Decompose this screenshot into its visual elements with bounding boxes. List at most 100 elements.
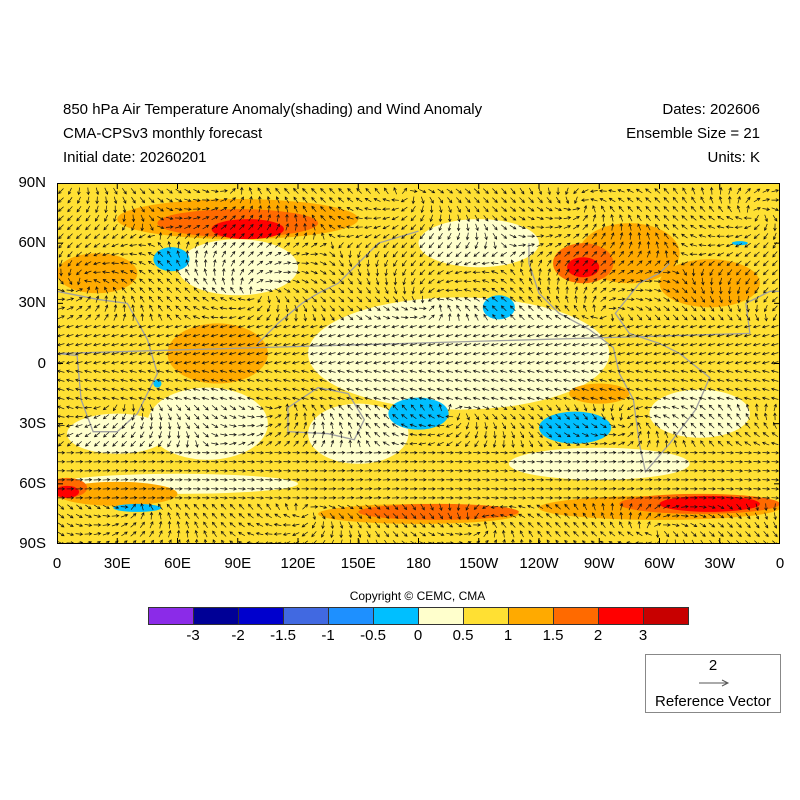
wind-vector xyxy=(391,450,400,455)
wind-vector xyxy=(366,268,371,277)
wind-vector xyxy=(139,530,146,537)
wind-vector xyxy=(644,369,652,373)
wind-vector xyxy=(86,187,90,196)
wind-vector xyxy=(112,286,118,294)
wind-vector xyxy=(637,503,642,510)
wind-vector xyxy=(293,431,299,438)
wind-vector xyxy=(734,352,743,356)
wind-vector xyxy=(599,487,608,491)
reference-magnitude: 2 xyxy=(708,657,718,674)
wind-vector xyxy=(500,287,507,293)
wind-vector xyxy=(111,514,120,518)
wind-vector xyxy=(75,441,82,447)
wind-vector xyxy=(725,225,734,229)
wind-vector xyxy=(193,198,201,202)
wind-vector xyxy=(411,286,416,295)
wind-vector xyxy=(508,361,517,365)
wind-vector xyxy=(274,270,283,274)
wind-vector xyxy=(375,530,380,538)
wind-vector xyxy=(581,396,589,401)
wind-vector xyxy=(546,259,552,267)
wind-vector xyxy=(391,343,399,347)
wind-vector xyxy=(328,487,337,491)
wind-vector xyxy=(247,522,255,527)
wind-vector xyxy=(257,233,263,239)
wind-vector xyxy=(582,521,588,528)
wind-vector xyxy=(753,269,760,276)
wind-vector xyxy=(510,188,516,195)
wind-vector xyxy=(337,396,345,401)
wind-vector xyxy=(102,531,111,536)
wind-vector xyxy=(84,387,92,392)
wind-vector xyxy=(131,223,136,232)
wind-vector xyxy=(481,343,490,347)
lon-tick-label: 0 xyxy=(52,555,62,572)
wind-vector xyxy=(553,396,562,401)
wind-vector xyxy=(93,514,102,518)
wind-vector xyxy=(518,451,527,455)
wind-vector xyxy=(355,459,364,464)
wind-vector xyxy=(238,478,246,482)
wind-vector xyxy=(626,324,634,329)
wind-vector xyxy=(734,369,743,373)
wind-vector xyxy=(122,214,126,223)
wind-vector xyxy=(474,197,480,204)
wind-vector xyxy=(465,214,470,222)
wind-vector xyxy=(211,423,219,428)
wind-vector xyxy=(175,460,183,464)
wind-vector xyxy=(771,469,780,473)
wind-vector xyxy=(131,214,136,223)
wind-vector xyxy=(501,413,507,420)
wind-vector xyxy=(247,451,256,455)
wind-vector xyxy=(716,396,725,401)
wind-vector xyxy=(708,487,716,491)
wind-vector xyxy=(131,540,137,544)
lat-tick-label: 60S xyxy=(19,474,46,492)
wind-vector xyxy=(284,422,290,429)
wind-vector xyxy=(338,260,344,267)
wind-vector xyxy=(401,215,408,221)
wind-vector xyxy=(129,396,137,401)
wind-vector xyxy=(228,333,237,338)
ensemble-size: Ensemble Size = 21 xyxy=(626,125,760,142)
wind-vector xyxy=(744,431,751,438)
wind-vector xyxy=(535,333,544,338)
wind-vector xyxy=(255,387,264,392)
wind-vector xyxy=(167,511,172,520)
wind-vector xyxy=(572,487,581,491)
wind-vector xyxy=(707,324,716,329)
wind-vector xyxy=(465,503,470,511)
wind-vector xyxy=(57,531,65,537)
wind-vector xyxy=(131,196,136,204)
wind-vector xyxy=(635,333,643,338)
wind-vector xyxy=(174,352,182,356)
wind-vector xyxy=(590,459,599,464)
wind-vector xyxy=(156,378,164,382)
wind-vector xyxy=(166,278,173,285)
wind-vector xyxy=(499,324,508,329)
wind-vector xyxy=(391,432,399,437)
wind-vector xyxy=(628,250,633,258)
wind-vector xyxy=(230,242,236,248)
wind-vector xyxy=(644,288,653,293)
wind-vector xyxy=(184,404,191,411)
wind-vector xyxy=(238,405,246,410)
wind-vector xyxy=(373,198,381,202)
wind-vector xyxy=(610,404,614,412)
wind-vector xyxy=(734,225,743,229)
wind-vector xyxy=(230,277,235,285)
wind-vector xyxy=(346,207,354,212)
wind-vector xyxy=(654,306,661,311)
wind-vector xyxy=(382,225,390,230)
wind-vector xyxy=(158,422,163,430)
wind-vector xyxy=(84,343,92,347)
colorbar-label: -0.5 xyxy=(360,627,386,644)
wind-vector xyxy=(228,315,237,320)
wind-vector xyxy=(529,259,533,267)
wind-vector xyxy=(581,352,589,356)
wind-vector xyxy=(166,269,173,276)
wind-vector xyxy=(365,187,371,194)
wind-vector xyxy=(680,261,688,266)
wind-vector xyxy=(265,513,272,519)
wind-vector xyxy=(66,513,74,519)
